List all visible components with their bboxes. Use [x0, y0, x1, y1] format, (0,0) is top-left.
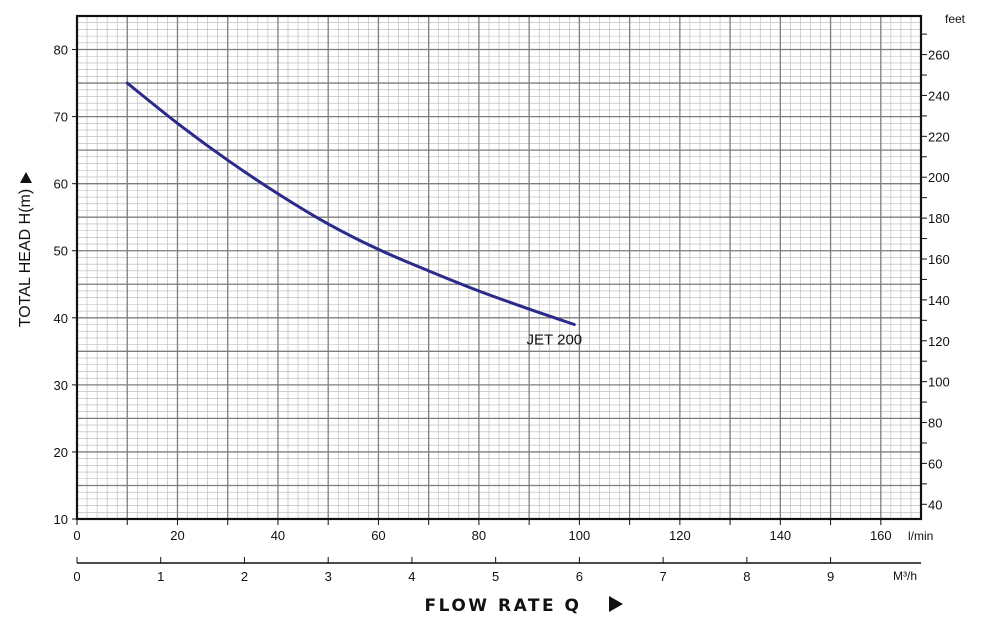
y-tick-label: 30 [54, 378, 68, 393]
secondary-y-axis-unit: feet [945, 12, 966, 26]
secondary-x-axis-unit: M³/h [893, 569, 917, 583]
secondary-y-tick-label: 120 [928, 334, 950, 349]
x-tick-label: 100 [569, 528, 591, 543]
secondary-x-tick-label: 2 [241, 569, 248, 584]
axis-ticks [72, 33, 927, 564]
x-tick-label: 120 [669, 528, 691, 543]
tick-labels: 0 20 40 60 80 100 120 140 160 l/min 0 1 2 3 4 5 6 7 8 9 M³/h… [54, 12, 966, 584]
x-axis-title: FLOW RATE Q [425, 596, 582, 616]
x-tick-label: 160 [870, 528, 892, 543]
series-line [125, 81, 576, 327]
secondary-y-tick-label: 140 [928, 293, 950, 308]
minor-grid [76, 15, 922, 520]
secondary-y-tick-label: 60 [928, 456, 942, 471]
x-tick-label: 80 [472, 528, 486, 543]
x-tick-label: 20 [170, 528, 184, 543]
y-axis-arrow-icon [20, 172, 32, 183]
secondary-x-tick-label: 3 [325, 569, 332, 584]
y-tick-label: 20 [54, 445, 68, 460]
x-tick-label: 140 [769, 528, 791, 543]
series-layer: JET 200 [125, 81, 583, 349]
secondary-x-tick-label: 9 [827, 569, 834, 584]
secondary-y-tick-label: 220 [928, 129, 950, 144]
secondary-x-tick-label: 8 [743, 569, 750, 584]
secondary-y-tick-label: 100 [928, 375, 950, 390]
secondary-x-tick-label: 6 [576, 569, 583, 584]
x-tick-label: 40 [271, 528, 285, 543]
y-tick-label: 80 [54, 43, 68, 58]
x-tick-label: 60 [371, 528, 385, 543]
x-axis-arrow-icon [609, 596, 623, 612]
y-tick-label: 70 [54, 110, 68, 125]
secondary-x-tick-label: 0 [73, 569, 80, 584]
series-label: JET 200 [527, 332, 583, 349]
secondary-x-tick-label: 7 [659, 569, 666, 584]
secondary-y-tick-label: 260 [928, 48, 950, 63]
secondary-y-tick-label: 40 [928, 497, 942, 512]
plot-border [75, 14, 923, 521]
y-tick-label: 40 [54, 311, 68, 326]
secondary-x-tick-label: 4 [408, 569, 415, 584]
secondary-y-tick-label: 160 [928, 252, 950, 267]
secondary-y-tick-label: 80 [928, 416, 942, 431]
y-axis-title: TOTAL HEAD H(m) [17, 189, 34, 327]
secondary-x-tick-label: 1 [157, 569, 164, 584]
y-tick-label: 60 [54, 177, 68, 192]
secondary-y-tick-label: 200 [928, 170, 950, 185]
y-tick-label: 50 [54, 244, 68, 259]
axis-titles: TOTAL HEAD H(m) FLOW RATE Q [17, 172, 623, 616]
x-axis-unit: l/min [908, 529, 933, 543]
secondary-y-tick-label: 240 [928, 88, 950, 103]
x-tick-label: 0 [73, 528, 80, 543]
plot-frame [75, 14, 923, 521]
secondary-y-tick-label: 180 [928, 211, 950, 226]
secondary-x-tick-label: 5 [492, 569, 499, 584]
y-tick-label: 10 [54, 512, 68, 527]
